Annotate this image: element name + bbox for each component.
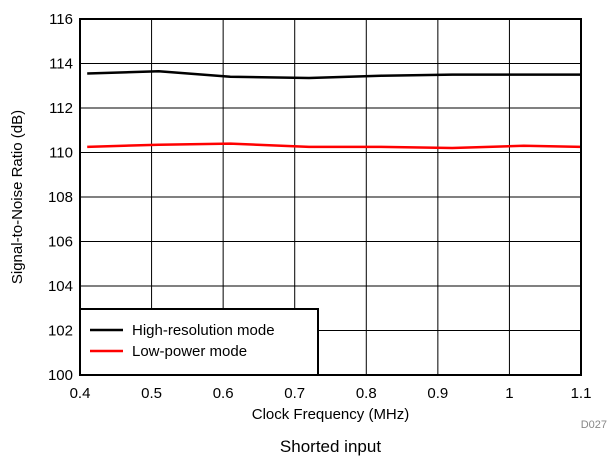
y-tick-label: 106 [48,234,73,251]
plot-area-frame [79,18,582,376]
x-tick-label: 0.9 [427,385,448,402]
series-line-1 [87,142,582,150]
legend-entry-label: Low-power mode [132,343,247,360]
chart-caption: Shorted input [280,437,381,456]
y-tick-label: 110 [49,145,73,162]
y-tick-label: 112 [49,100,73,117]
y-tick-label: 102 [48,323,73,340]
series-line-0 [87,70,581,80]
legend-box [79,308,319,376]
legend: High-resolution mode Low-power mode [79,308,319,376]
y-tick-label: 114 [49,56,73,73]
x-tick-label: 0.7 [284,385,305,402]
y-tick-label: 108 [48,189,73,206]
x-tick-label: 1 [505,385,513,402]
y-axis-label: Signal-to-Noise Ratio (dB) [9,110,26,284]
y-tick-label: 116 [49,11,73,28]
y-axis-ticks: 100 102 104 106 108 110 112 114 116 [48,11,73,384]
y-tick-label: 100 [48,367,73,384]
legend-entry-label: High-resolution mode [132,322,275,339]
figure-id: D027 [581,419,607,431]
y-tick-label: 104 [48,278,73,295]
x-tick-label: 0.4 [70,385,91,402]
x-axis-label: Clock Frequency (MHz) [252,406,410,423]
series-layer [87,70,582,150]
x-tick-label: 0.6 [213,385,234,402]
x-tick-label: 1.1 [571,385,592,402]
x-tick-label: 0.8 [356,385,377,402]
x-tick-label: 0.5 [141,385,162,402]
x-axis-ticks: 0.4 0.5 0.6 0.7 0.8 0.9 1 1.1 [70,385,592,402]
